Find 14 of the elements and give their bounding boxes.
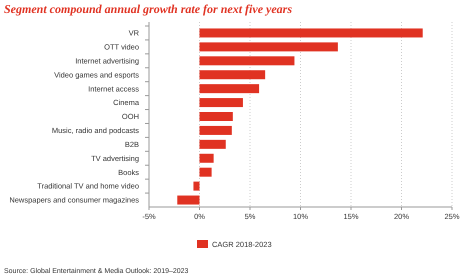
bar — [193, 182, 200, 191]
bar — [200, 140, 226, 149]
bar — [200, 28, 423, 38]
bar — [200, 56, 294, 66]
bar — [200, 126, 232, 135]
bar — [200, 112, 233, 121]
bar — [200, 98, 243, 108]
bar — [200, 168, 212, 177]
bar — [200, 70, 266, 80]
bar — [200, 84, 260, 94]
chart-title: Segment compound annual growth rate for next five years — [4, 2, 292, 16]
bar — [177, 196, 200, 205]
bar — [200, 154, 214, 163]
bar — [200, 42, 338, 52]
